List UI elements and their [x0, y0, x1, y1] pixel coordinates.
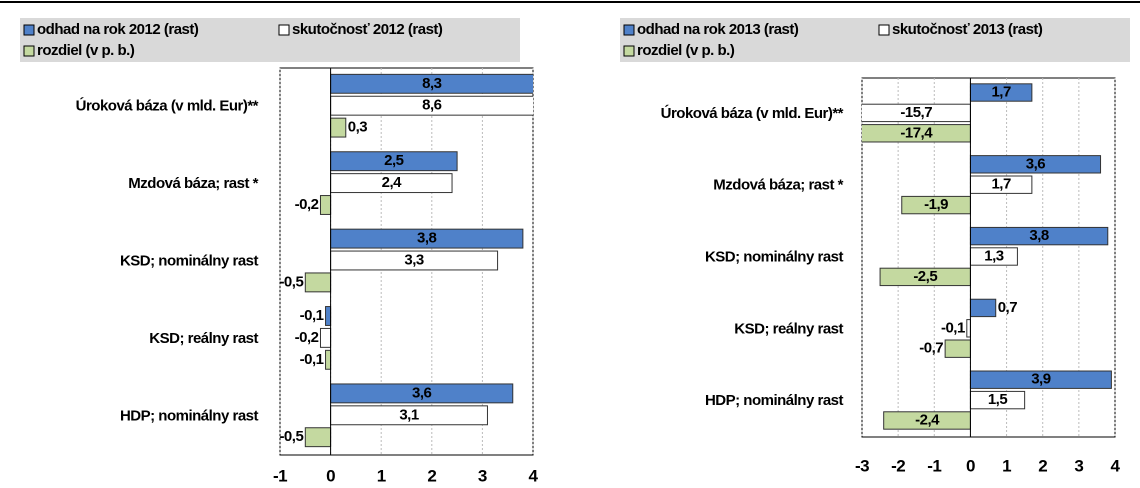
x-tick-label: 3 — [478, 466, 487, 485]
category-label: Mzdová báza; rast * — [128, 175, 258, 192]
data-label: 2,5 — [384, 152, 404, 169]
data-label: -0,1 — [300, 351, 324, 368]
legend-label: rozdiel (v p. b.) — [37, 42, 135, 59]
data-label: 3,6 — [1026, 155, 1046, 172]
category-label: Mzdová báza; rast * — [713, 177, 843, 194]
data-label: -0,2 — [295, 329, 319, 346]
x-tick-label: 1 — [377, 466, 386, 485]
data-label: -1,9 — [924, 196, 948, 213]
data-label: 8,6 — [422, 97, 442, 114]
legend-swatch — [623, 24, 635, 36]
x-tick-label: 0 — [966, 456, 975, 475]
category-label: HDP; nominálny rast — [705, 392, 844, 409]
legend-box — [620, 18, 1130, 62]
data-label: -0,7 — [919, 340, 943, 357]
data-label: 3,3 — [404, 251, 424, 268]
data-label: -0,2 — [295, 196, 319, 213]
data-label: 0,3 — [348, 119, 368, 136]
bar — [304, 427, 332, 448]
data-label: 1,7 — [991, 83, 1011, 100]
legend-swatch — [278, 24, 290, 36]
data-label: -2,4 — [915, 411, 940, 428]
legend-box — [20, 18, 520, 62]
legend-swatch — [23, 24, 35, 36]
legend-label: odhad na rok 2013 (rast) — [637, 21, 799, 38]
data-label: 0,7 — [998, 299, 1018, 316]
data-label: 3,6 — [412, 384, 432, 401]
category-label: Úroková báza (v mld. Eur)** — [661, 104, 844, 122]
data-label: 8,3 — [422, 75, 442, 92]
x-tick-label: -3 — [855, 456, 869, 475]
bar — [330, 73, 533, 94]
data-label: -0,5 — [279, 428, 303, 445]
x-tick-label: -1 — [927, 456, 941, 475]
legend-label: rozdiel (v p. b.) — [637, 42, 735, 59]
x-tick-label: -1 — [273, 466, 287, 485]
data-label: 3,8 — [1029, 227, 1049, 244]
bar — [966, 319, 971, 338]
category-label: Úroková báza (v mld. Eur)** — [76, 97, 259, 115]
legend-label: odhad na rok 2012 (rast) — [37, 21, 199, 38]
x-tick-label: 3 — [1074, 456, 1083, 475]
data-label: 3,8 — [417, 230, 437, 247]
bar — [325, 349, 332, 370]
bar — [319, 195, 332, 215]
data-label: -0,1 — [941, 319, 965, 336]
data-label: -0,5 — [279, 273, 303, 290]
bar — [330, 117, 347, 138]
legend-swatch — [623, 45, 635, 57]
legend-label: skutočnosť 2012 (rast) — [292, 21, 443, 38]
data-label: 2,4 — [382, 174, 403, 191]
data-label: 1,5 — [988, 391, 1008, 408]
category-label: HDP; nominálny rast — [120, 407, 259, 424]
data-label: -15,7 — [900, 104, 932, 121]
bars — [862, 83, 1112, 430]
x-tick-label: 4 — [529, 466, 539, 485]
bar — [325, 306, 332, 326]
bar — [319, 327, 332, 348]
legend-swatch — [23, 45, 35, 57]
x-tick-label: 1 — [1002, 456, 1011, 475]
bar — [944, 339, 971, 358]
category-label: KSD; nominálny rast — [120, 252, 259, 269]
x-tick-label: 2 — [1038, 456, 1047, 475]
bar — [969, 298, 997, 318]
category-label: KSD; nominálny rast — [705, 248, 844, 265]
legend-swatch — [878, 24, 890, 36]
x-tick-label: -2 — [891, 456, 905, 475]
data-label: 3,1 — [399, 406, 419, 423]
x-tick-label: 0 — [326, 466, 335, 485]
bars — [304, 73, 533, 448]
data-label: -0,1 — [300, 307, 324, 324]
data-label: 1,7 — [991, 176, 1011, 193]
category-label: KSD; reálny rast — [734, 320, 843, 337]
data-label: 3,9 — [1031, 371, 1051, 388]
category-label: KSD; reálny rast — [149, 330, 258, 347]
legend-label: skutočnosť 2013 (rast) — [892, 21, 1043, 38]
x-tick-label: 4 — [1111, 456, 1121, 475]
data-label: 1,3 — [984, 247, 1004, 264]
x-tick-label: 2 — [427, 466, 436, 485]
data-label: -17,4 — [900, 124, 933, 141]
data-label: -2,5 — [913, 268, 937, 285]
bar — [304, 272, 332, 293]
